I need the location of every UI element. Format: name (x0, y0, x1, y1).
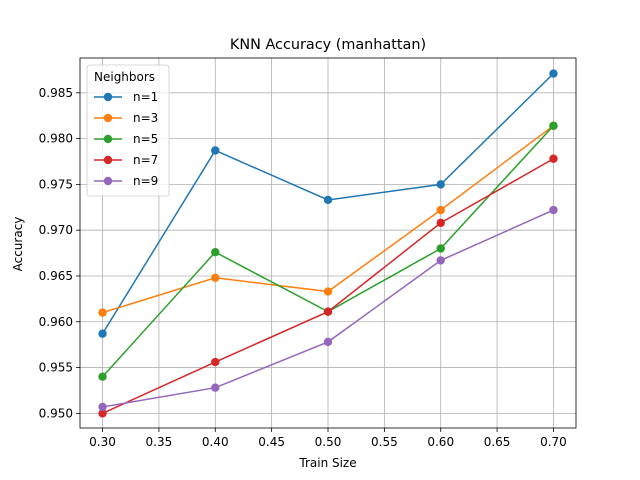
data-point (98, 402, 107, 412)
data-point (436, 218, 445, 228)
data-point (211, 357, 220, 367)
x-tick-label: 0.45 (258, 435, 285, 449)
data-point (549, 205, 558, 215)
legend-title: Neighbors (94, 70, 155, 84)
legend: Neighbors n=1 n=3 n=5 n=7 n=9 (86, 64, 170, 197)
data-point (323, 195, 333, 205)
x-axis-label: Train Size (298, 456, 356, 470)
x-tick-label: 0.60 (427, 435, 454, 449)
x-tick-label: 0.65 (484, 435, 511, 449)
x-tick-label: 0.35 (146, 435, 173, 449)
data-point (323, 337, 333, 347)
data-point (211, 146, 220, 155)
data-point (436, 244, 445, 253)
legend-marker (103, 134, 113, 144)
grid-lines (80, 58, 576, 428)
legend-label: n=1 (133, 90, 158, 104)
legend-label: n=5 (133, 132, 158, 146)
y-axis-label: Accuracy (11, 217, 25, 272)
y-tick-label: 0.980 (39, 132, 73, 146)
series-n-7 (98, 154, 558, 418)
legend-label: n=9 (133, 174, 158, 188)
data-point (98, 308, 107, 317)
y-tick-label: 0.955 (39, 361, 73, 375)
y-tick-label: 0.970 (39, 223, 73, 237)
data-series (98, 69, 558, 418)
data-point (323, 307, 333, 316)
data-point (436, 256, 445, 265)
legend-item: n=7 (94, 153, 158, 167)
data-point (211, 273, 220, 283)
x-tick-label: 0.70 (540, 435, 567, 449)
data-point (211, 383, 220, 392)
x-tick-label: 0.40 (202, 435, 229, 449)
legend-label: n=7 (133, 153, 158, 167)
legend-item: n=9 (94, 174, 158, 188)
data-point (549, 69, 558, 78)
legend-marker (103, 113, 113, 123)
y-tick-label: 0.965 (39, 269, 73, 283)
data-point (436, 205, 445, 215)
legend-item: n=3 (94, 111, 158, 125)
data-point (98, 372, 107, 381)
data-point (549, 121, 558, 130)
legend-item: n=1 (94, 90, 158, 104)
series-n-1 (98, 69, 558, 338)
y-tick-label: 0.950 (39, 406, 73, 420)
series-n-9 (98, 205, 558, 412)
data-point (549, 154, 558, 163)
data-point (323, 287, 333, 296)
legend-marker (103, 92, 113, 102)
legend-marker (103, 155, 113, 165)
data-point (98, 329, 107, 338)
data-point (98, 409, 107, 418)
x-tick-label: 0.55 (371, 435, 398, 449)
data-point (211, 247, 220, 257)
chart-title: KNN Accuracy (manhattan) (230, 37, 426, 53)
legend-label: n=3 (133, 111, 158, 125)
y-axis: 0.950 0.955 0.960 0.965 0.970 0.975 0.980 0.985 (39, 86, 80, 420)
data-point (436, 180, 445, 189)
y-tick-label: 0.960 (39, 315, 73, 329)
x-axis: 0.30 0.35 0.40 0.45 0.50 0.55 0.60 0.65 0.70 (89, 428, 567, 449)
y-tick-label: 0.985 (39, 86, 73, 100)
legend-item: n=5 (94, 132, 158, 146)
x-tick-label: 0.50 (315, 435, 342, 449)
legend-marker (103, 176, 113, 186)
x-tick-label: 0.30 (89, 435, 116, 449)
y-tick-label: 0.975 (39, 177, 73, 191)
